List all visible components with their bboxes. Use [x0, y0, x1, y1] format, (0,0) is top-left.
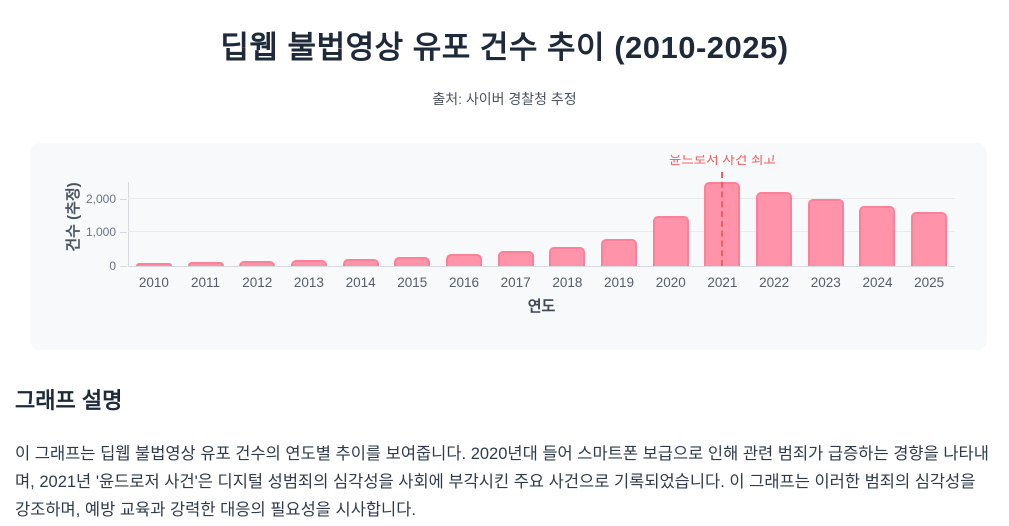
bar-2024[interactable]	[859, 205, 896, 266]
x-tick-label-2013: 2013	[293, 275, 324, 290]
x-axis-title: 연도	[527, 298, 556, 315]
bar-2016[interactable]	[445, 254, 482, 266]
x-tick-label-2024: 2024	[862, 275, 893, 290]
gridline-y-2000	[128, 197, 955, 199]
description-paragraph: 이 그래프는 딥웹 불법영상 유포 건수의 연도별 추이를 보여줍니다. 202…	[15, 445, 989, 519]
bar-2023[interactable]	[807, 198, 844, 266]
bar-2017[interactable]	[497, 250, 534, 266]
bar-2010[interactable]	[135, 262, 172, 266]
x-tick-label-2015: 2015	[397, 275, 428, 290]
x-tick-label-2023: 2023	[810, 275, 841, 290]
description-heading: 그래프 설명	[15, 388, 123, 413]
bar-2012[interactable]	[239, 260, 276, 266]
bar-2011[interactable]	[187, 261, 224, 266]
x-tick-label-2020: 2020	[655, 275, 686, 290]
x-tick-label-2012: 2012	[242, 275, 273, 290]
x-tick-label-2022: 2022	[759, 275, 790, 290]
y-tick-label-0: 0	[109, 259, 116, 273]
bar-2013[interactable]	[290, 259, 327, 266]
y-tick-mark	[120, 232, 127, 234]
annotation-label: 윤드로저 사건 최고	[668, 155, 776, 167]
x-tick-label-2011: 2011	[191, 275, 221, 290]
bar-2025[interactable]	[911, 212, 948, 266]
page-subtitle: 출처: 사이버 경찰청 추정	[432, 91, 577, 107]
x-tick-label-2019: 2019	[604, 275, 635, 290]
x-tick-label-2021: 2021	[707, 275, 738, 290]
bar-2018[interactable]	[549, 246, 586, 266]
y-tick-mark	[120, 266, 127, 267]
x-tick-label-2010: 2010	[138, 275, 169, 290]
bar-2014[interactable]	[342, 258, 379, 266]
bar-2020[interactable]	[652, 215, 689, 266]
y-axis-line	[128, 182, 129, 267]
description-section: 그래프 설명 이 그래프는 딥웹 불법영상 유포 건수의 연도별 추이를 보여줍…	[15, 383, 994, 524]
annotation-dashed-line	[721, 172, 724, 266]
page-title: 딥웹 불법영상 유포 건수 추이 (2010-2025)	[220, 30, 789, 65]
y-tick-mark	[120, 198, 127, 200]
chart-card: 건수 (추정) 0 1,000 2,000 윤드로저 사건 최고 연도 2010 20…	[30, 143, 987, 350]
bar-2019[interactable]	[601, 239, 638, 266]
plot-area	[128, 182, 955, 267]
y-tick-label-2000: 2,000	[85, 191, 116, 206]
x-tick-label-2017: 2017	[500, 275, 531, 290]
x-tick-label-2018: 2018	[552, 275, 583, 290]
gridline-y-1000	[128, 231, 955, 233]
y-tick-label-1000: 1,000	[85, 225, 116, 240]
x-axis-line	[128, 266, 955, 267]
chart-canvas: 건수 (추정) 0 1,000 2,000 윤드로저 사건 최고 연도 2010 20…	[30, 155, 987, 350]
bar-2022[interactable]	[756, 192, 793, 266]
bar-2015[interactable]	[394, 256, 431, 266]
x-tick-label-2016: 2016	[448, 275, 479, 290]
x-tick-label-2025: 2025	[914, 275, 945, 290]
x-tick-label-2014: 2014	[345, 275, 376, 290]
